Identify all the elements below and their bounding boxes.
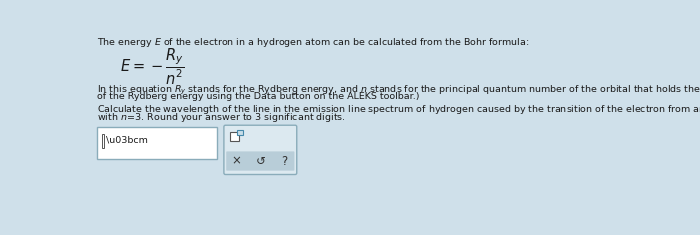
FancyBboxPatch shape <box>97 127 217 159</box>
Text: Calculate the wavelength of the line in the emission line spectrum of hydrogen c: Calculate the wavelength of the line in … <box>97 103 700 116</box>
Bar <box>102 134 104 148</box>
Text: ↺: ↺ <box>256 155 265 168</box>
Text: \u03bcm: \u03bcm <box>106 135 148 144</box>
Text: ?: ? <box>281 155 288 168</box>
Bar <box>230 132 239 141</box>
Text: In this equation $R_y$ stands for the Rydberg energy, and $n$ stands for the pri: In this equation $R_y$ stands for the Ry… <box>97 84 700 97</box>
Text: The energy $\mathit{E}$ of the electron in a hydrogen atom can be calculated fro: The energy $\mathit{E}$ of the electron … <box>97 36 529 49</box>
FancyBboxPatch shape <box>226 151 295 171</box>
Text: of the Rydberg energy using the Data button on the ALEKS toolbar.): of the Rydberg energy using the Data but… <box>97 92 419 101</box>
Text: ×: × <box>232 155 242 168</box>
Text: $E = -\dfrac{R_y}{n^2}$: $E = -\dfrac{R_y}{n^2}$ <box>120 47 184 87</box>
Bar <box>237 130 242 135</box>
FancyBboxPatch shape <box>224 125 297 175</box>
Text: with $n\!=\!3$. Round your answer to 3 significant digits.: with $n\!=\!3$. Round your answer to 3 s… <box>97 111 346 124</box>
